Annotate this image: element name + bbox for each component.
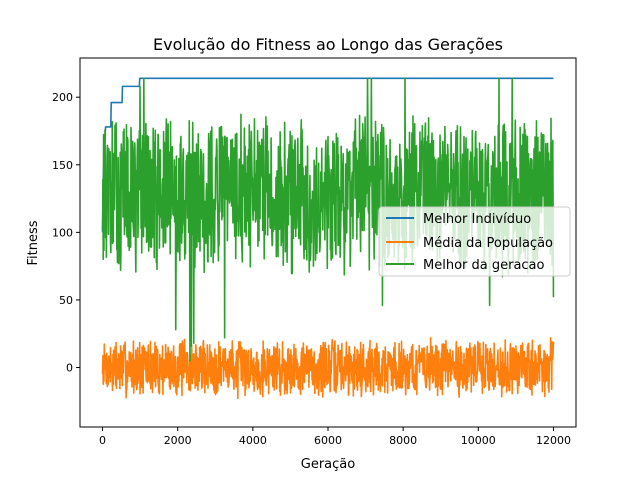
x-tick-label: 6000 — [314, 434, 342, 447]
x-tick-label: 8000 — [389, 434, 417, 447]
y-tick-label: 50 — [59, 294, 73, 307]
legend-box — [378, 206, 571, 277]
legend-label-melhor-individuo: Melhor Indivíduo — [423, 212, 531, 227]
x-tick-label: 0 — [99, 434, 106, 447]
legend-label-media-da-populacao: Média da População — [423, 236, 553, 251]
x-tick-label: 4000 — [239, 434, 267, 447]
x-tick-label: 10000 — [461, 434, 496, 447]
x-axis-label: Geração — [301, 457, 355, 472]
y-axis-label: Fitness — [26, 220, 41, 265]
x-tick-label: 2000 — [164, 434, 192, 447]
y-tick-label: 200 — [52, 91, 73, 104]
legend: Melhor Indivíduo Média da População Melh… — [378, 206, 571, 277]
y-tick-label: 150 — [52, 159, 73, 172]
y-axis-ticks: 0 50 100 150 200 — [52, 91, 80, 375]
x-axis-ticks: 0 2000 4000 6000 8000 10000 12000 — [99, 427, 571, 447]
series-line-media-da-populacao — [101, 336, 555, 400]
y-tick-label: 0 — [66, 362, 73, 375]
legend-label-melhor-da-geracao: Melhor da geracao — [423, 258, 545, 273]
x-tick-label: 12000 — [536, 434, 571, 447]
y-tick-label: 100 — [52, 226, 73, 239]
chart-title: Evolução do Fitness ao Longo das Geraçõe… — [153, 35, 503, 54]
